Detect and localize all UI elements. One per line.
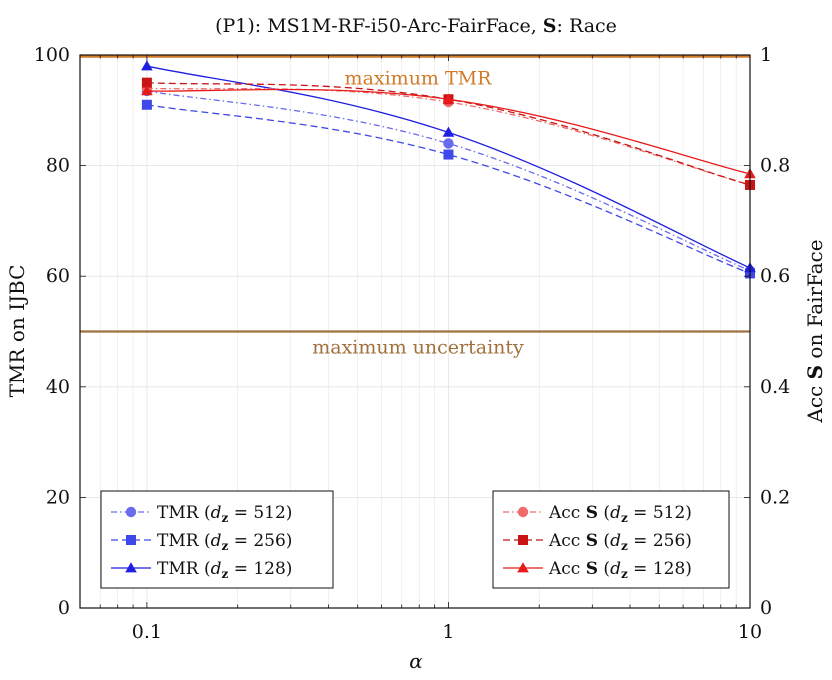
data-point	[442, 93, 455, 104]
data-point	[141, 60, 153, 71]
data-point	[443, 149, 454, 160]
data-point	[141, 99, 152, 110]
data-point	[517, 506, 529, 518]
y-tick-label-right: 0.8	[760, 155, 790, 177]
data-point	[126, 535, 136, 545]
data-point	[443, 138, 454, 149]
y-tick-label-left: 60	[46, 265, 70, 287]
data-point	[518, 535, 528, 545]
legend-entry: TMR (dz = 256)	[111, 531, 292, 553]
data-point	[442, 126, 455, 137]
legend-label: Acc S (dz = 512)	[548, 503, 692, 525]
x-tick-label: 0.1	[132, 621, 162, 643]
legend-entry: TMR (dz = 128)	[111, 559, 292, 581]
data-point	[517, 562, 529, 573]
legend-label: TMR (dz = 128)	[157, 559, 292, 581]
y-tick-label-right: 0	[760, 597, 772, 619]
reference-line-label: maximum TMR	[345, 68, 493, 90]
reference-lines: maximum TMR maximum uncertainty	[80, 55, 750, 359]
y-axis-title-right: Acc S on FairFace	[803, 239, 827, 423]
legends: TMR (dz = 512) TMR (dz = 256) TMR (dz = 12…	[100, 490, 730, 589]
legend-entry: Acc S (dz = 512)	[503, 503, 692, 525]
series-line	[146, 104, 751, 275]
x-tick-label: 10	[738, 621, 762, 643]
y-tick-label-left: 0	[58, 597, 70, 619]
legend-box	[100, 490, 334, 589]
y-axis-title-left: TMR on IJBC	[5, 265, 29, 398]
data-point	[141, 85, 153, 96]
x-axis-title: α	[409, 649, 423, 673]
legend-label: Acc S (dz = 256)	[548, 531, 692, 553]
x-tick-label: 1	[442, 621, 454, 643]
legend-box	[492, 490, 730, 589]
y-tick-label-left: 40	[46, 376, 70, 398]
plot-frame	[79, 54, 751, 609]
legend-bottom-left: TMR (dz = 512) TMR (dz = 256) TMR (dz = 12…	[100, 490, 334, 589]
legend-entry: TMR (dz = 512)	[111, 503, 292, 525]
data-point	[125, 562, 137, 573]
y-tick-label-right: 0.4	[760, 376, 790, 398]
y-tick-label-right: 1	[760, 44, 772, 66]
legend-entry: Acc S (dz = 256)	[503, 531, 692, 553]
data-point	[141, 77, 152, 88]
data-point	[125, 506, 137, 518]
legend-entry: Acc S (dz = 128)	[503, 559, 692, 581]
y-tick-label-right: 0.6	[760, 265, 790, 287]
y-tick-label-left: 20	[46, 486, 70, 508]
axis-ticks: 0 20 40 60 80 100 0 0.2 0.4 0.6 0.8 1 0.1 1 10	[34, 44, 790, 643]
legend-bottom-right: Acc S (dz = 512) Acc S (dz = 256) Acc S (d…	[492, 490, 730, 589]
legend-label: TMR (dz = 256)	[157, 531, 292, 553]
chart-title: (P1): MS1M-RF-i50-Arc-FairFace, S: Race	[215, 15, 617, 37]
reference-line-label: maximum uncertainty	[312, 337, 524, 359]
y-tick-label-left: 80	[46, 155, 70, 177]
legend-label: TMR (dz = 512)	[157, 503, 292, 525]
legend-label: Acc S (dz = 128)	[548, 559, 692, 581]
y-tick-label-left: 100	[34, 44, 70, 66]
y-tick-label-right: 0.2	[760, 486, 790, 508]
